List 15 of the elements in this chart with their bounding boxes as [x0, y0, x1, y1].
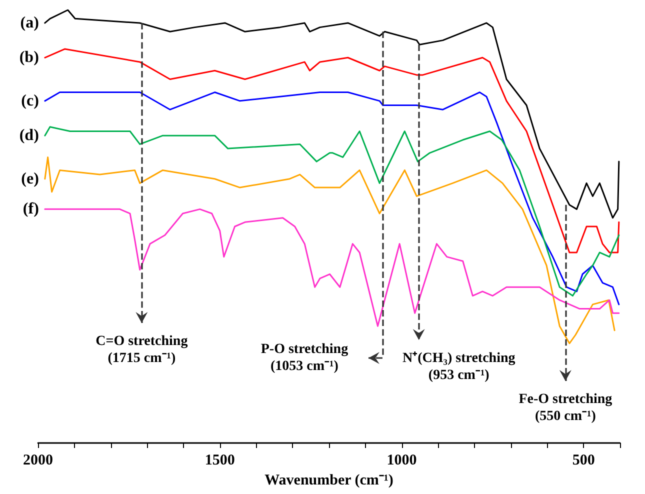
x-tick-label: 2000 [23, 452, 53, 468]
series-label: (f) [22, 200, 39, 218]
series-label: (b) [19, 49, 39, 66]
ref-line-label: C=O stretching (1715 cm⁻¹) [96, 334, 188, 366]
legend-label: N⁺(CH₃) stretching (953 cm⁻¹) [402, 351, 516, 383]
x-tick-label: 1500 [204, 452, 235, 468]
x-axis-title: Wavenumber (cm⁻¹) [264, 472, 394, 488]
x-tick-label: 500 [572, 452, 595, 468]
series-label: (a) [20, 14, 39, 32]
series-label: (c) [21, 92, 39, 110]
series-label: (e) [21, 170, 39, 188]
series-label: (d) [19, 127, 39, 144]
x-tick-label: 1000 [386, 452, 417, 468]
ref-line-label: P-O stretching (1053 cm⁻¹) [260, 342, 348, 374]
ref-line-label: Fe-O stretching (550 cm⁻¹) [518, 392, 612, 424]
